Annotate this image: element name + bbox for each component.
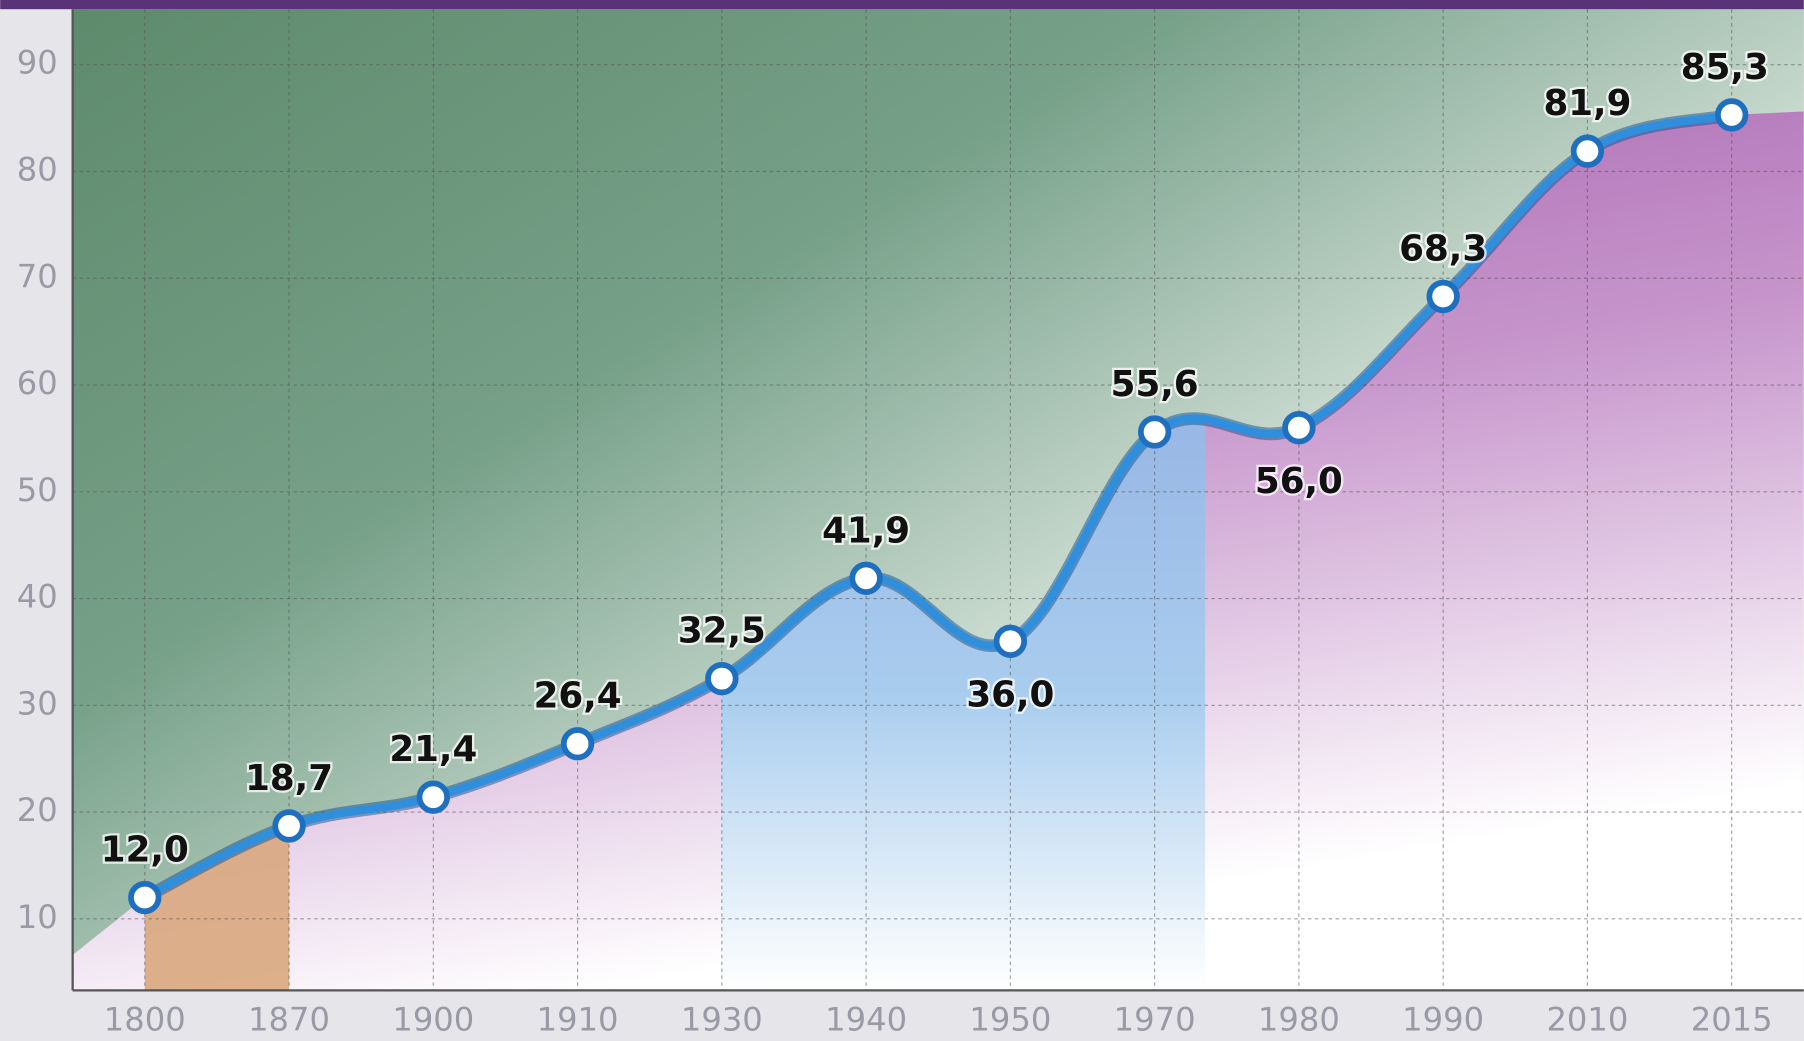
point bbox=[705, 661, 739, 696]
x-tick-label: 1950 bbox=[969, 1000, 1051, 1038]
x-tick-label: 1980 bbox=[1258, 1000, 1340, 1038]
point bbox=[993, 624, 1028, 658]
value-label: 32,5 bbox=[678, 611, 766, 652]
y-tick-label: 60 bbox=[17, 364, 58, 402]
value-label: 55,6 bbox=[1111, 364, 1199, 405]
y-tick-label: 50 bbox=[17, 471, 58, 509]
point bbox=[849, 561, 883, 595]
x-tick-label: 2010 bbox=[1546, 1000, 1628, 1038]
x-tick-label: 1940 bbox=[825, 1000, 907, 1038]
x-tick-label: 1900 bbox=[392, 1000, 474, 1038]
y-tick-label: 30 bbox=[17, 684, 58, 722]
point bbox=[1426, 279, 1460, 314]
value-label: 18,7 bbox=[245, 758, 333, 799]
y-tick-label: 90 bbox=[17, 44, 58, 82]
value-label: 26,4 bbox=[534, 676, 622, 717]
y-tick-label: 20 bbox=[17, 791, 58, 829]
value-label: 81,9 bbox=[1543, 83, 1631, 124]
x-tick-label: 1970 bbox=[1114, 1000, 1196, 1038]
value-label: 36,0 bbox=[966, 674, 1054, 715]
top-bar bbox=[0, 0, 1804, 10]
y-tick-label: 80 bbox=[17, 150, 58, 188]
x-tick-label: 1990 bbox=[1402, 1000, 1484, 1038]
value-label: 41,9 bbox=[822, 510, 910, 551]
x-tick-label: 1910 bbox=[537, 1000, 619, 1038]
y-tick-label: 40 bbox=[17, 578, 58, 616]
x-tick-label: 1800 bbox=[104, 1000, 186, 1038]
value-label: 56,0 bbox=[1255, 461, 1343, 502]
value-label: 12,0 bbox=[101, 829, 189, 870]
value-label: 85,3 bbox=[1681, 47, 1769, 88]
point bbox=[560, 727, 595, 761]
grid bbox=[72, 9, 1804, 991]
point bbox=[416, 780, 450, 814]
y-tick-label: 10 bbox=[17, 898, 58, 936]
x-tick-label: 1930 bbox=[681, 1000, 763, 1038]
point bbox=[1137, 415, 1172, 449]
value-label: 68,3 bbox=[1399, 228, 1487, 269]
point bbox=[128, 880, 162, 915]
point bbox=[1715, 98, 1749, 132]
x-tick-label: 2015 bbox=[1691, 1000, 1773, 1038]
y-tick-label: 70 bbox=[17, 257, 58, 295]
value-label: 21,4 bbox=[389, 729, 477, 770]
x-tick-label: 1870 bbox=[248, 1000, 330, 1038]
point bbox=[1282, 411, 1316, 445]
point bbox=[272, 809, 306, 843]
point bbox=[1570, 134, 1605, 168]
